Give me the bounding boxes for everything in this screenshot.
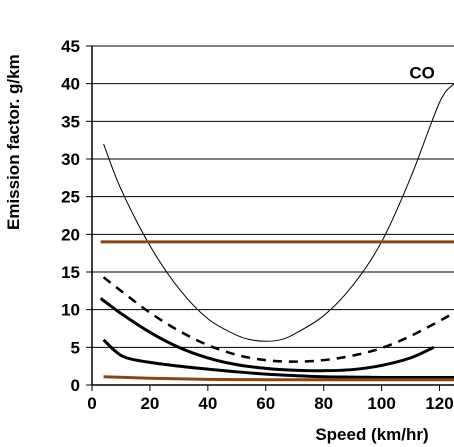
y-tick-label: 0 — [71, 376, 80, 395]
x-tick-label: 0 — [87, 394, 96, 413]
x-tick-labels: 0 20 40 60 80 100 120 — [87, 394, 453, 413]
series-line-3 — [99, 297, 435, 373]
y-tick-label: 45 — [61, 37, 80, 56]
series-line-6 — [103, 375, 454, 382]
y-tick-label: 5 — [71, 338, 80, 357]
y-tick-label: 10 — [61, 301, 80, 320]
axes — [86, 45, 454, 391]
y-tick-label: 40 — [61, 75, 80, 94]
annotation-co: CO — [409, 63, 435, 82]
x-axis-title: Speed (km/hr) — [315, 425, 428, 444]
y-axis-title: Emission factor. g/km — [4, 54, 23, 230]
x-tick-label: 20 — [140, 394, 159, 413]
y-tick-label: 15 — [61, 263, 80, 282]
series-line-2 — [102, 276, 454, 363]
series-line-1 — [103, 83, 454, 342]
x-tick-label: 40 — [198, 394, 217, 413]
x-tick-label: 100 — [367, 394, 395, 413]
x-tick-label: 120 — [425, 394, 453, 413]
y-tick-label: 25 — [61, 188, 80, 207]
x-tick-label: 60 — [256, 394, 275, 413]
y-tick-label: 20 — [61, 225, 80, 244]
gridlines — [92, 45, 454, 348]
series-lines — [99, 83, 454, 382]
y-tick-label: 35 — [61, 112, 80, 131]
annotations: CO — [409, 63, 435, 82]
series-line-4 — [102, 338, 454, 379]
x-tick-label: 80 — [314, 394, 333, 413]
y-tick-label: 30 — [61, 150, 80, 169]
y-tick-labels: 0 5 10 15 20 25 30 35 40 45 — [61, 37, 80, 395]
